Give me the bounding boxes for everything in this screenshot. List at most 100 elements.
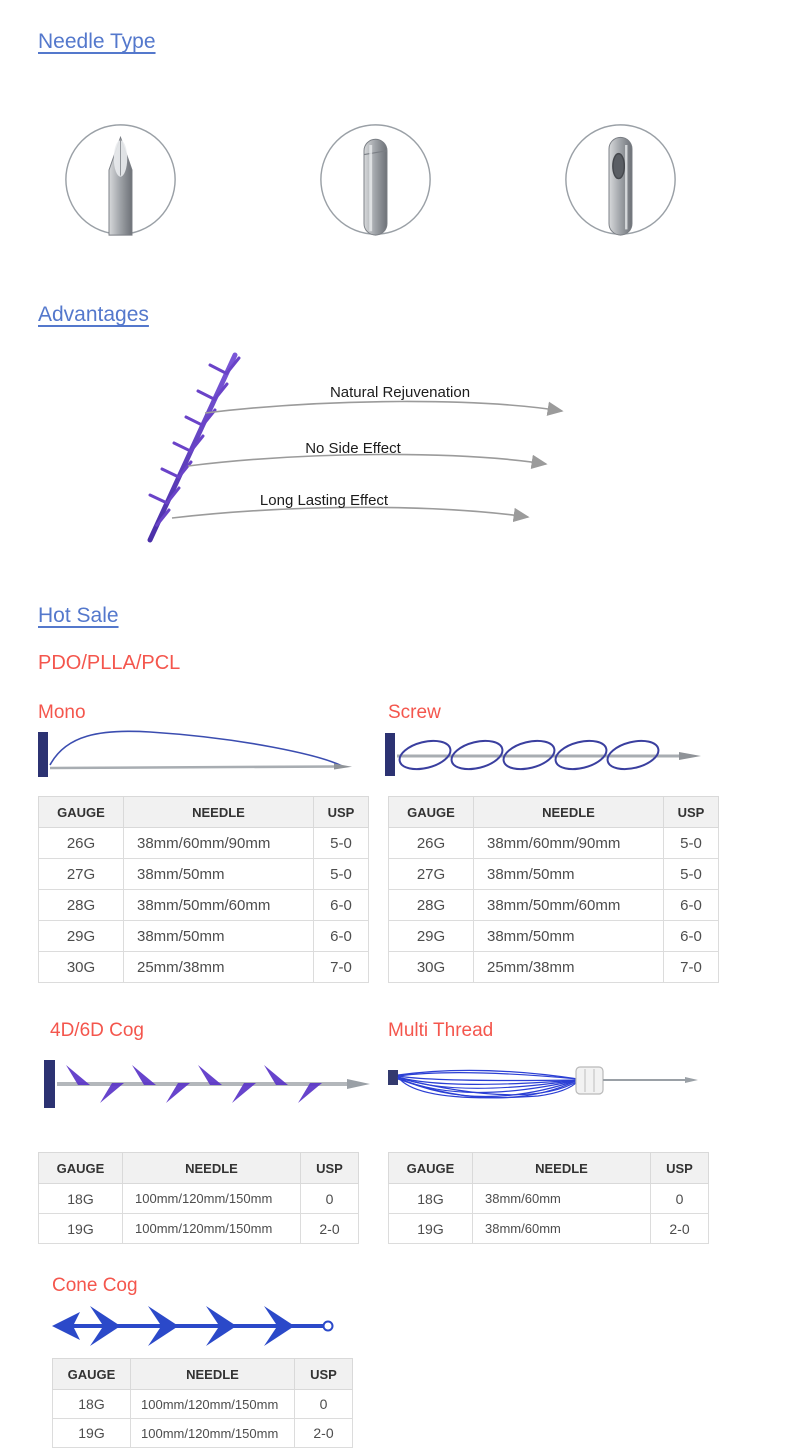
- mono-thread-icon: [38, 730, 352, 777]
- sharp-needle-icon: [65, 124, 176, 236]
- advantages-heading[interactable]: Advantages: [38, 303, 149, 326]
- table-row: 27G 38mm/50mm 5-0: [38, 858, 369, 890]
- table-header-row: GAUGE NEEDLE USP: [38, 1152, 359, 1184]
- multi-thread-icon: [388, 1066, 698, 1099]
- table-header-row: GAUGE NEEDLE USP: [38, 796, 369, 828]
- table-cell: 6-0: [313, 920, 369, 952]
- mono-thread-image: [38, 727, 358, 787]
- table-cell: 26G: [388, 827, 474, 859]
- table-cell: 19G: [52, 1418, 131, 1448]
- table-cell: 6-0: [663, 920, 719, 952]
- table-cell: 19G: [388, 1213, 473, 1244]
- product-name-cone: Cone Cog: [52, 1275, 138, 1296]
- needle-header: NEEDLE: [122, 1152, 301, 1184]
- table-cell: 26G: [38, 827, 124, 859]
- cone-cog-thread-image: [52, 1300, 337, 1357]
- cog-thread-image: [44, 1052, 374, 1122]
- needle-header: NEEDLE: [472, 1152, 651, 1184]
- table-cell: 6-0: [313, 889, 369, 921]
- table-cell: 7-0: [313, 951, 369, 983]
- usp-header: USP: [300, 1152, 359, 1184]
- hot-sale-heading[interactable]: Hot Sale: [38, 604, 119, 627]
- side-port-cannula-icon: [565, 124, 676, 236]
- table-cell: 2-0: [294, 1418, 353, 1448]
- table-cell: 29G: [388, 920, 474, 952]
- table-row: 28G 38mm/50mm/60mm 6-0: [388, 889, 719, 921]
- table-body: 26G 38mm/60mm/90mm 5-0 27G 38mm/50mm 5-0 28G 38…: [38, 827, 369, 983]
- table-cell: 25mm/38mm: [123, 951, 314, 983]
- blunt-cannula-icon: [320, 124, 431, 236]
- product-name-screw: Screw: [388, 702, 441, 723]
- table-row: 18G 100mm/120mm/150mm 0: [38, 1183, 359, 1214]
- table-cell: 38mm/50mm: [123, 920, 314, 952]
- table-row: 19G 100mm/120mm/150mm 2-0: [38, 1213, 359, 1244]
- gauge-header: GAUGE: [388, 796, 474, 828]
- table-cell: 5-0: [313, 858, 369, 890]
- table-header-row: GAUGE NEEDLE USP: [388, 1152, 709, 1184]
- table-header-row: GAUGE NEEDLE USP: [52, 1358, 353, 1390]
- gauge-header: GAUGE: [52, 1358, 131, 1390]
- table-cell: 38mm/50mm/60mm: [123, 889, 314, 921]
- table-cell: 7-0: [663, 951, 719, 983]
- gauge-header: GAUGE: [388, 1152, 473, 1184]
- table-cell: 100mm/120mm/150mm: [122, 1183, 301, 1214]
- table-body: 18G 38mm/60mm 0 19G 38mm/60mm 2-0: [388, 1183, 709, 1244]
- table-cell: 28G: [388, 889, 474, 921]
- table-row: 27G 38mm/50mm 5-0: [388, 858, 719, 890]
- table-cell: 38mm/60mm: [472, 1213, 651, 1244]
- product-name-mono: Mono: [38, 702, 86, 723]
- table-cell: 30G: [38, 951, 124, 983]
- screw-thread-image: [385, 727, 705, 787]
- screw-thread-icon: [385, 733, 701, 776]
- table-cell: 30G: [388, 951, 474, 983]
- table-row: 18G 100mm/120mm/150mm 0: [52, 1389, 353, 1419]
- side-port-cannula-image: [563, 122, 678, 237]
- table-header-row: GAUGE NEEDLE USP: [388, 796, 719, 828]
- table-cell: 29G: [38, 920, 124, 952]
- table-body: 18G 100mm/120mm/150mm 0 19G 100mm/120mm/150m…: [38, 1183, 359, 1244]
- table-row: 30G 25mm/38mm 7-0: [388, 951, 719, 983]
- table-cell: 2-0: [650, 1213, 709, 1244]
- table-row: 29G 38mm/50mm 6-0: [38, 920, 369, 952]
- table-cell: 100mm/120mm/150mm: [130, 1389, 295, 1419]
- cog-table: GAUGE NEEDLE USP 18G 100mm/120mm/150mm 0 19…: [38, 1152, 359, 1244]
- table-cell: 28G: [38, 889, 124, 921]
- table-cell: 18G: [38, 1183, 123, 1214]
- needle-type-heading[interactable]: Needle Type: [38, 30, 156, 53]
- table-cell: 38mm/50mm/60mm: [473, 889, 664, 921]
- blunt-cannula-image: [318, 122, 433, 237]
- cog-thread-icon: [44, 1060, 370, 1108]
- gauge-header: GAUGE: [38, 796, 124, 828]
- table-row: 30G 25mm/38mm 7-0: [38, 951, 369, 983]
- table-cell: 0: [650, 1183, 709, 1214]
- product-name-multi: Multi Thread: [388, 1020, 494, 1041]
- advantage-label-long-lasting-effect: Long Lasting Effect: [259, 492, 389, 509]
- table-cell: 5-0: [663, 827, 719, 859]
- table-cell: 38mm/60mm: [472, 1183, 651, 1214]
- table-cell: 2-0: [300, 1213, 359, 1244]
- table-row: 26G 38mm/60mm/90mm 5-0: [38, 827, 369, 859]
- table-cell: 100mm/120mm/150mm: [122, 1213, 301, 1244]
- advantage-label-no-side-effect: No Side Effect: [305, 440, 401, 457]
- multi-thread-image: [388, 1052, 718, 1122]
- table-cell: 100mm/120mm/150mm: [130, 1418, 295, 1448]
- gauge-header: GAUGE: [38, 1152, 123, 1184]
- table-cell: 5-0: [663, 858, 719, 890]
- barbed-thread-arrows-image: [147, 352, 564, 543]
- advantages-diagram: [100, 348, 700, 548]
- usp-header: USP: [650, 1152, 709, 1184]
- product-name-cog: 4D/6D Cog: [50, 1020, 144, 1041]
- table-cell: 0: [300, 1183, 359, 1214]
- table-row: 26G 38mm/60mm/90mm 5-0: [388, 827, 719, 859]
- table-cell: 18G: [388, 1183, 473, 1214]
- table-cell: 6-0: [663, 889, 719, 921]
- usp-header: USP: [313, 796, 369, 828]
- table-cell: 5-0: [313, 827, 369, 859]
- table-row: 19G 38mm/60mm 2-0: [388, 1213, 709, 1244]
- usp-header: USP: [663, 796, 719, 828]
- table-cell: 18G: [52, 1389, 131, 1419]
- advantage-label-natural-rejuvenation: Natural Rejuvenation: [329, 384, 471, 401]
- table-cell: 25mm/38mm: [473, 951, 664, 983]
- mono-table: GAUGE NEEDLE USP 26G 38mm/60mm/90mm 5-0 27G…: [38, 796, 369, 983]
